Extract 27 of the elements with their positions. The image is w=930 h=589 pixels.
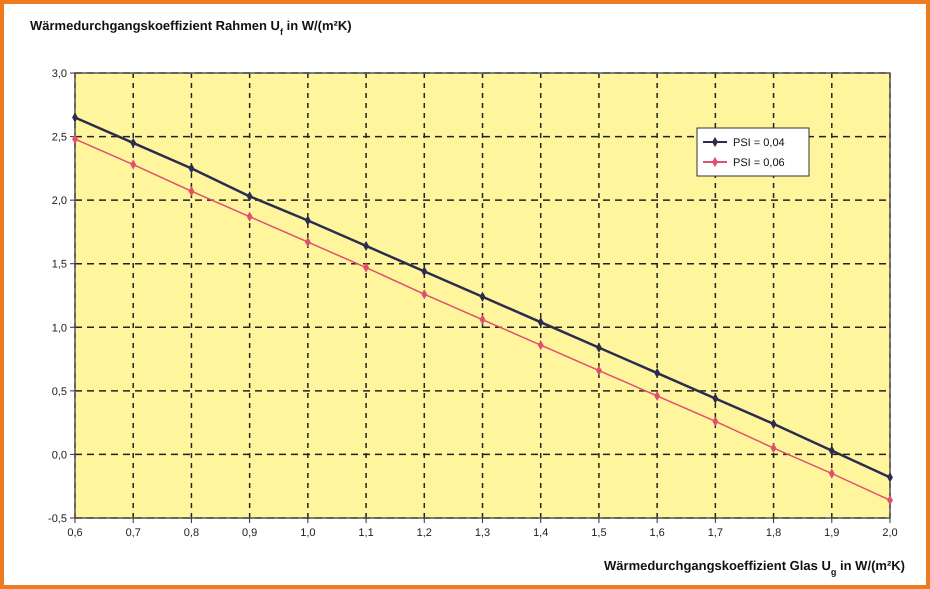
x-tick-label: 1,1 — [358, 527, 374, 539]
x-tick-label: 0,6 — [67, 527, 83, 539]
y-tick-label: 2,5 — [52, 132, 67, 144]
legend-label: PSI = 0,04 — [733, 137, 785, 149]
y-tick-label: 0,0 — [52, 449, 67, 462]
y-tick-label: 1,0 — [52, 322, 67, 334]
legend-label: PSI = 0,06 — [733, 157, 785, 169]
y-tick-label: 2,0 — [52, 195, 67, 208]
x-tick-label: 1,7 — [708, 527, 724, 539]
x-tick-label: 2,0 — [882, 527, 898, 539]
x-tick-label: 1,3 — [474, 527, 490, 539]
x-tick-label: 1,0 — [300, 527, 316, 539]
x-tick-label: 0,7 — [126, 527, 141, 539]
x-axis-title: Wärmedurchgangskoeffizient Glas U$_{g}$ in W/(m²K) — [604, 558, 905, 577]
x-tick-label: 1,6 — [649, 527, 665, 539]
x-tick-label: 1,8 — [766, 527, 782, 539]
x-tick-label: 1,4 — [533, 527, 548, 539]
chart-title: Wärmedurchgangskoeffizient Rahmen U$_{f}$ in W/(m²K) — [30, 18, 352, 37]
y-tick-label: 1,5 — [52, 258, 67, 271]
y-tick-label: 0,5 — [52, 386, 67, 398]
y-tick-label: 3,0 — [52, 68, 67, 80]
x-tick-label: 1,5 — [591, 527, 607, 539]
x-tick-label: 1,9 — [824, 527, 840, 539]
y-tick-label: -0,5 — [48, 513, 67, 525]
x-tick-label: 1,2 — [416, 527, 432, 539]
x-tick-label: 0,8 — [184, 527, 200, 539]
x-tick-label: 0,9 — [242, 527, 258, 539]
